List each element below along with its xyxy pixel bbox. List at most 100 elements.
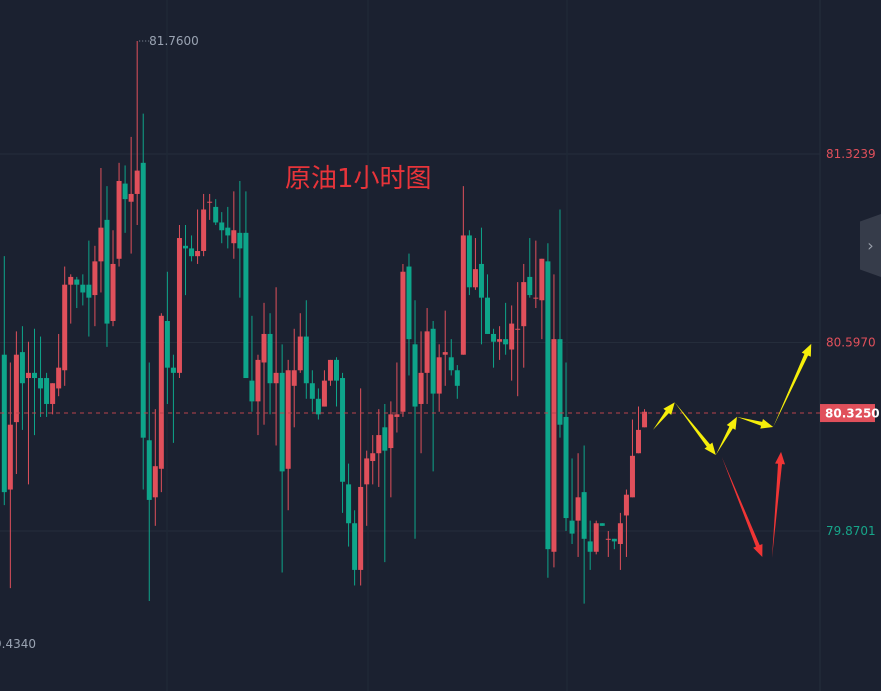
candle-body [321, 380, 327, 407]
candle-body [255, 359, 261, 402]
candle-body [563, 416, 569, 519]
candle-body [146, 440, 152, 500]
candle-up [575, 453, 581, 557]
candle-down [382, 403, 388, 563]
candle-body [164, 320, 170, 368]
candle-up [593, 520, 599, 555]
candle-up [13, 331, 19, 474]
candle-up [388, 401, 394, 498]
candle-body [370, 453, 376, 462]
last-price-badge [820, 404, 875, 423]
candle-down [164, 271, 170, 404]
candle-body [605, 538, 611, 540]
candle-up [472, 238, 478, 290]
candle-up [642, 409, 648, 428]
candle-down [170, 354, 176, 443]
candle-up [7, 362, 13, 589]
annotation-arrows [652, 343, 812, 558]
candle-body [593, 523, 599, 552]
candle-body [134, 170, 140, 194]
candle-body [201, 209, 207, 251]
candle-up [176, 225, 182, 379]
yellow-arrow [736, 416, 774, 429]
candle-body [430, 328, 436, 394]
candle-body [509, 323, 515, 350]
candle-body [478, 263, 484, 298]
candle-body [551, 339, 557, 552]
candle-body [617, 523, 623, 544]
candle-body [19, 352, 25, 384]
candle-body [442, 352, 448, 355]
low-marker-label: 79.4340 [0, 637, 36, 651]
candle-body [267, 333, 273, 384]
candle-down [557, 209, 563, 438]
candle-down [334, 357, 339, 407]
candle-down [346, 463, 352, 547]
candle-down [340, 372, 346, 513]
candle-body [340, 378, 346, 482]
candle-up [370, 435, 376, 485]
candle-body [32, 372, 37, 379]
candle-body [376, 435, 382, 454]
candle-down [485, 274, 490, 334]
candle-body [611, 538, 617, 542]
candle-body [406, 266, 412, 340]
candle-body [237, 232, 243, 249]
candle-up [376, 409, 382, 487]
candle-down [267, 313, 273, 415]
candle-body [74, 279, 80, 285]
candle-down [611, 538, 617, 550]
candle-down [237, 180, 243, 298]
candle-down [80, 274, 86, 306]
candle-up [62, 266, 68, 386]
candle-up [358, 388, 364, 586]
candle-up [327, 359, 333, 386]
candle-body [7, 424, 13, 490]
candle-up [521, 263, 527, 368]
candle-body [521, 282, 527, 327]
candle-body [219, 222, 225, 231]
candle-up [50, 383, 56, 415]
candle-body [581, 492, 587, 539]
candle-up [291, 328, 297, 428]
candle-down [491, 328, 497, 368]
candle-body [303, 336, 309, 384]
candle-up [273, 287, 279, 446]
candle-body [394, 414, 400, 417]
candle-body [636, 429, 641, 454]
candle-up [207, 193, 213, 220]
candle-body [448, 357, 454, 371]
candle-body [436, 357, 442, 394]
candle-down [466, 230, 472, 296]
red-arrow [771, 451, 786, 558]
candle-body [485, 297, 490, 334]
candle-body [358, 486, 364, 570]
candle-up [533, 240, 539, 309]
candle-down [104, 186, 110, 347]
candle-body [364, 458, 370, 485]
candle-body [98, 227, 104, 262]
candle-down [74, 276, 80, 309]
candle-body [249, 380, 255, 402]
candle-body [110, 263, 116, 321]
candle-body [189, 248, 195, 257]
candle-down [527, 238, 533, 298]
candle-body [213, 206, 219, 223]
candle-up [56, 333, 62, 397]
candle-up [98, 168, 104, 293]
candle-up [110, 230, 116, 327]
candle-body [454, 370, 460, 386]
candle-down [219, 212, 225, 244]
candle-body [642, 411, 648, 428]
candle-down [140, 113, 146, 490]
high-marker-label: 81.7600 [149, 34, 199, 48]
candle-up [509, 305, 515, 381]
candle-down [478, 227, 484, 345]
candle-body [346, 484, 352, 524]
candle-down [225, 206, 231, 249]
side-panel-toggle[interactable]: › [860, 214, 881, 277]
candle-up [623, 489, 629, 557]
extreme-markers: 81.7600 79.4340 [0, 34, 199, 651]
candle-up [515, 282, 521, 397]
candle-down [412, 300, 418, 539]
